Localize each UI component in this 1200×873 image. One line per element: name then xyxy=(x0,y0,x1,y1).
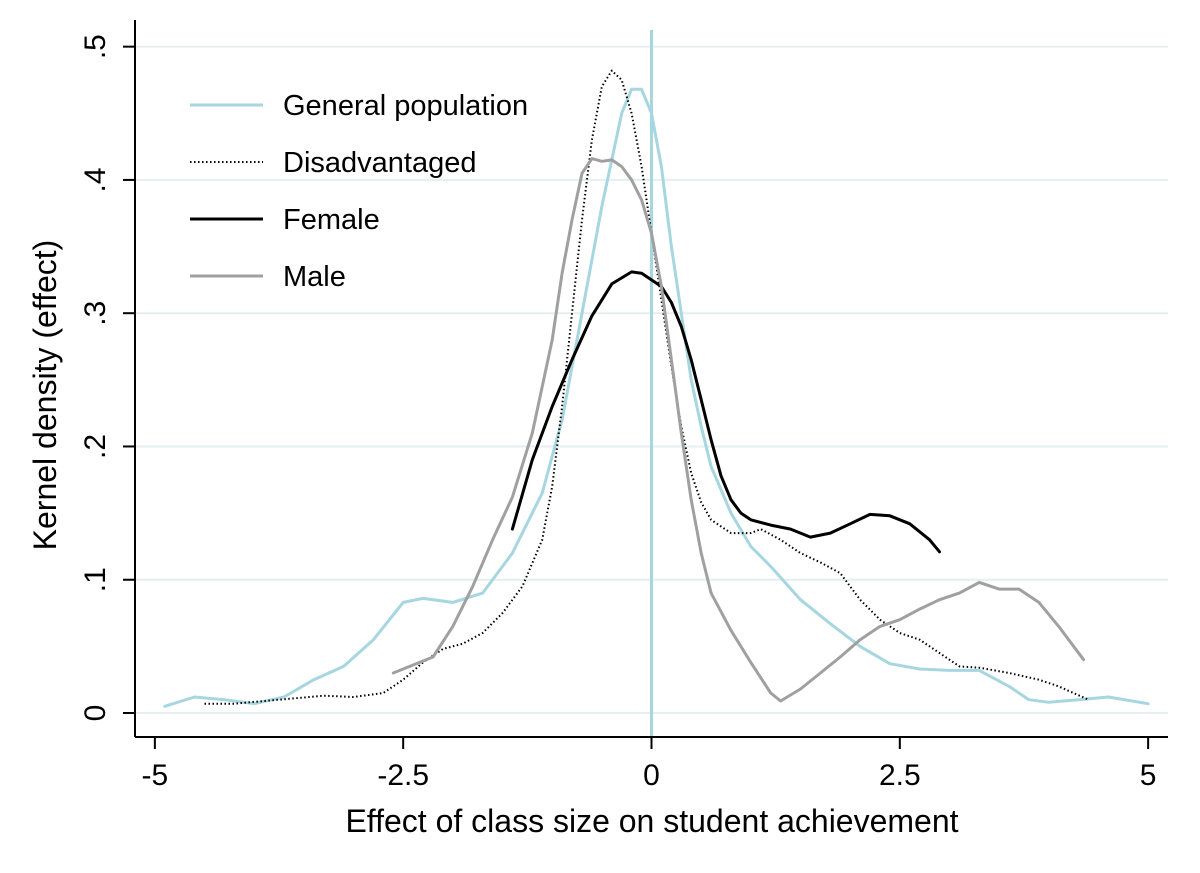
x-tick-label-4: 5 xyxy=(1140,759,1157,792)
x-axis-title: Effect of class size on student achievem… xyxy=(345,803,958,839)
x-tick-label-2: 0 xyxy=(643,759,660,792)
series-line-male xyxy=(391,157,1086,703)
y-tick-label-2: .2 xyxy=(79,434,112,459)
y-tick-label-3: .3 xyxy=(79,301,112,326)
y-tick-label-1: .1 xyxy=(79,567,112,592)
x-tick-label-0: -5 xyxy=(142,759,169,792)
legend-label-3: Male xyxy=(283,261,346,293)
axes: -5 -2.5 0 2.5 5 0 .1 .2 .3 .4 .5 xyxy=(79,20,1168,792)
series-line-female xyxy=(510,270,941,554)
y-tick-label-5: .5 xyxy=(79,34,112,59)
x-tick-label-1: -2.5 xyxy=(377,759,429,792)
legend: General population Disadvantaged Female Mal… xyxy=(190,90,528,293)
y-axis-title: Kernel density (effect) xyxy=(27,240,63,551)
series-line-general-population xyxy=(163,87,1150,708)
y-tick-label-4: .4 xyxy=(79,167,112,192)
legend-label-1: Disadvantaged xyxy=(283,147,476,179)
series-line-disadvantaged xyxy=(204,69,1089,705)
series-lines xyxy=(163,69,1150,708)
legend-label-2: Female xyxy=(283,204,380,236)
x-tick-label-3: 2.5 xyxy=(879,759,921,792)
y-tick-label-0: 0 xyxy=(79,705,112,722)
legend-label-0: General population xyxy=(283,90,528,122)
